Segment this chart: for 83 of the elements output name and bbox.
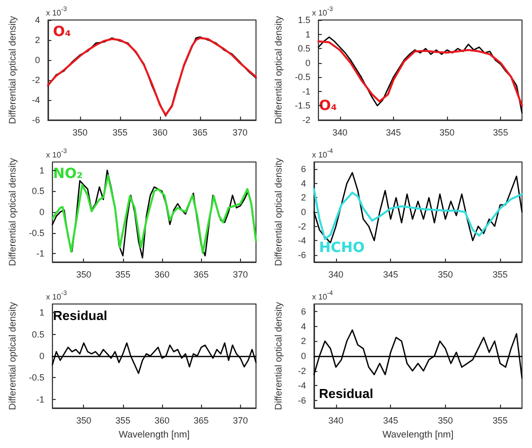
y-tick-label: -6 [298, 250, 306, 260]
x-tick-label: 350 [438, 270, 453, 280]
y-axis-title: Differential optical density [274, 158, 284, 266]
y-tick-label: -1.5 [294, 100, 310, 111]
y-tick-label: 0.5 [32, 186, 44, 196]
y-tick-label: -2 [32, 75, 40, 85]
y-tick-label: -6 [32, 115, 40, 125]
y-tick-label: -1 [302, 86, 310, 96]
y-tick-label: 6 [300, 306, 306, 316]
series-label: O₄ [53, 24, 72, 40]
y-tick-label: 0.5 [32, 329, 44, 340]
y-axis-title: Differential optical density [8, 16, 18, 124]
series-label: HCHO [319, 240, 365, 256]
x-tick-label: 365 [192, 128, 208, 138]
y-axis-title: Differential optical density [8, 302, 18, 410]
y-tick-label: 0.5 [298, 44, 310, 54]
annotation: Residual [319, 386, 374, 401]
y-tick-label: 0 [300, 351, 306, 361]
y-tick-label: -2 [298, 366, 306, 376]
y-tick-label: 0 [39, 351, 44, 361]
x-tick-label: 345 [386, 128, 401, 138]
annotation: Residual [53, 308, 108, 323]
x-tick-label: 340 [328, 270, 344, 280]
y-tick-label: -4 [32, 95, 40, 105]
x-tick-label: 340 [328, 416, 344, 426]
y-tick-label: -2 [298, 221, 306, 232]
x-tick-label: 355 [492, 270, 508, 280]
y-tick-label: -0.5 [294, 72, 310, 82]
y-tick-label: -0.5 [28, 372, 44, 383]
y-tick-label: -2 [302, 115, 310, 125]
y-tick-label: 0 [39, 207, 44, 217]
line-series [313, 188, 523, 240]
y-tick-label: -0.5 [28, 228, 44, 238]
x-tick-label: 365 [194, 416, 209, 426]
x-tick-label: 370 [232, 128, 248, 138]
x-axis-title: Wavelength [nm] [118, 429, 190, 440]
y-tick-label: -1 [36, 248, 44, 259]
x-tick-label: 360 [154, 416, 170, 426]
x-tick-label: 355 [112, 128, 128, 138]
x-axis-title: Wavelength [nm] [382, 429, 454, 440]
x-tick-label: 360 [154, 270, 170, 280]
x-tick-label: 370 [232, 270, 248, 280]
text: O₄ [319, 98, 338, 114]
x-tick-label: 355 [493, 128, 508, 138]
y-tick-label: 1 [305, 29, 310, 40]
line-series [313, 172, 523, 244]
y-tick-label: 2 [300, 192, 306, 203]
y-tick-label: -4 [298, 380, 306, 391]
y-axis-title: Differential optical density [274, 16, 284, 124]
x-tick-label: 355 [492, 416, 508, 426]
y-tick-label: 6 [300, 164, 306, 174]
x-tick-label: 340 [332, 128, 348, 138]
x-tick-label: 360 [152, 128, 168, 138]
line-series [52, 342, 257, 374]
x-tick-label: 355 [115, 416, 130, 426]
line-series [313, 329, 523, 379]
x-tick-label: 350 [72, 128, 88, 138]
x-tick-label: 345 [383, 270, 398, 280]
y-tick-label: -4 [298, 236, 306, 246]
series-label: NO₂ [53, 166, 83, 182]
x-tick-label: 350 [76, 270, 92, 280]
x-tick-label: 365 [194, 270, 209, 280]
y-axis-title: Differential optical density [274, 302, 284, 410]
x-tick-label: 350 [438, 416, 453, 426]
y-tick-label: 4 [300, 178, 306, 188]
y-tick-label: 4 [300, 321, 306, 332]
y-tick-label: 4 [34, 15, 40, 25]
y-tick-label: 0 [34, 55, 40, 65]
x-tick-label: 355 [115, 270, 130, 280]
y-tick-label: 1 [39, 165, 44, 176]
x-tick-label: 350 [439, 128, 455, 138]
y-tick-label: 0 [305, 58, 310, 68]
y-tick-label: -1 [36, 394, 44, 404]
x-tick-label: 350 [76, 416, 92, 426]
y-tick-label: -6 [298, 396, 306, 406]
y-tick-label: 1.5 [298, 15, 310, 25]
y-tick-label: 2 [34, 35, 40, 45]
y-axis-title: Differential optical density [8, 158, 18, 266]
x-tick-label: 345 [383, 416, 398, 426]
y-tick-label: 1 [39, 308, 44, 318]
x-tick-label: 370 [232, 416, 248, 426]
y-tick-label: 2 [300, 336, 306, 346]
y-tick-label: 0 [300, 207, 306, 217]
